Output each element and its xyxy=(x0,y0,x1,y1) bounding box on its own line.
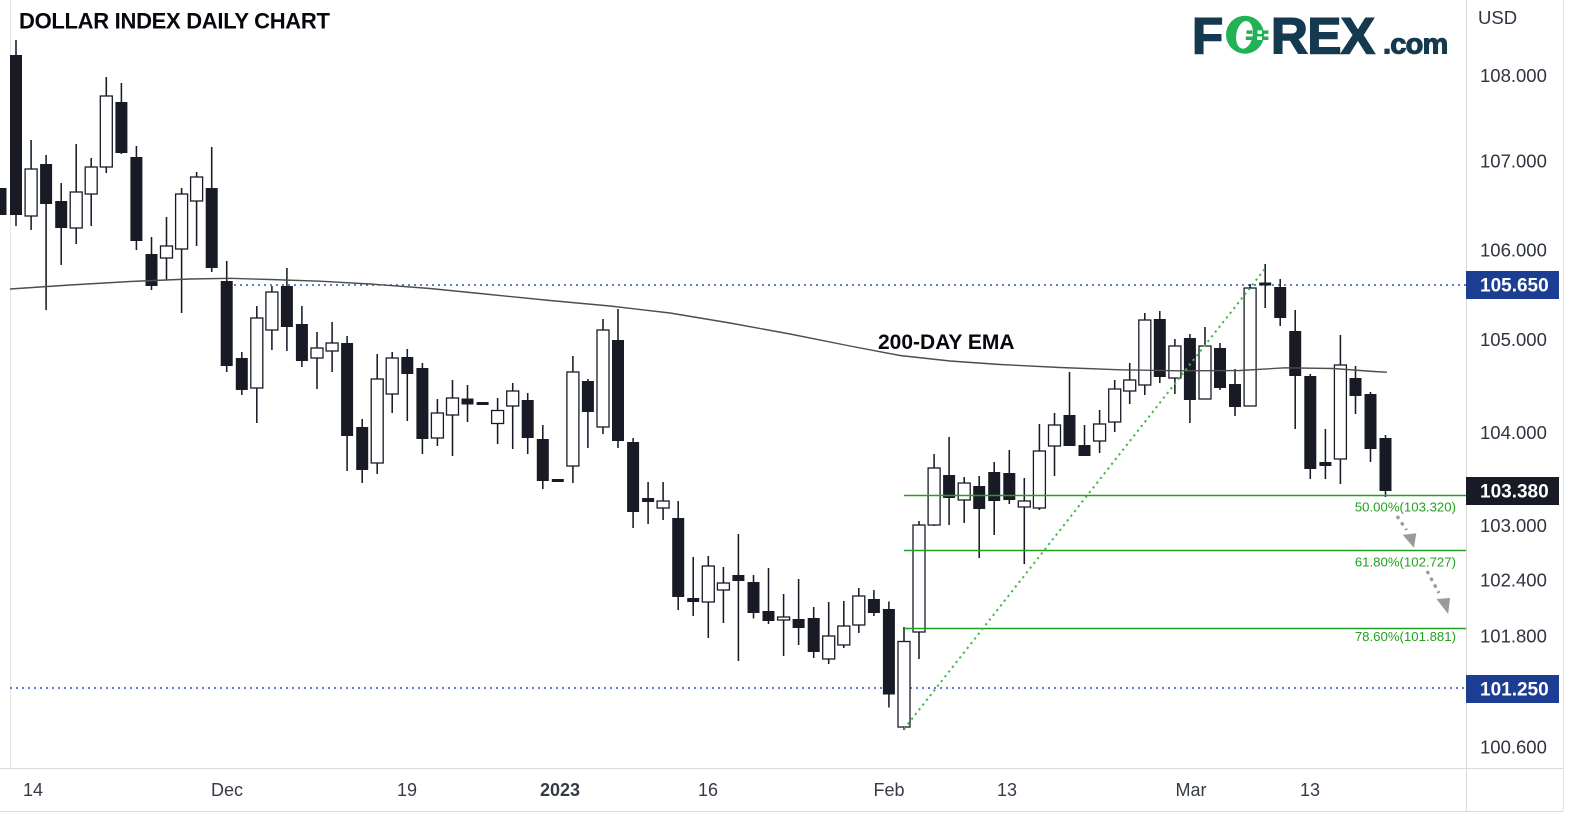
svg-text:61.80%(102.727): 61.80%(102.727) xyxy=(1355,555,1456,570)
svg-text:F: F xyxy=(1192,8,1223,65)
svg-text:Mar: Mar xyxy=(1176,780,1207,800)
svg-text:108.000: 108.000 xyxy=(1480,65,1547,86)
svg-text:2023: 2023 xyxy=(540,780,580,800)
svg-text:19: 19 xyxy=(397,780,417,800)
svg-text:104.000: 104.000 xyxy=(1480,422,1547,443)
svg-text:101.800: 101.800 xyxy=(1480,626,1547,647)
svg-text:50.00%(103.320): 50.00%(103.320) xyxy=(1355,500,1456,515)
svg-text:Dec: Dec xyxy=(211,780,243,800)
svg-text:200-DAY EMA: 200-DAY EMA xyxy=(878,331,1015,354)
svg-text:105.000: 105.000 xyxy=(1480,329,1547,350)
svg-text:102.400: 102.400 xyxy=(1480,570,1547,591)
svg-text:101.250: 101.250 xyxy=(1480,680,1549,701)
svg-text:REX: REX xyxy=(1271,8,1375,65)
svg-text:USD: USD xyxy=(1478,7,1517,28)
svg-text:103.000: 103.000 xyxy=(1480,515,1547,536)
svg-text:.com: .com xyxy=(1383,29,1448,61)
svg-text:Feb: Feb xyxy=(873,780,904,800)
svg-text:107.000: 107.000 xyxy=(1480,151,1547,172)
svg-text:105.650: 105.650 xyxy=(1480,276,1549,297)
svg-text:13: 13 xyxy=(997,780,1017,800)
svg-text:16: 16 xyxy=(698,780,718,800)
svg-text:78.60%(101.881): 78.60%(101.881) xyxy=(1355,629,1456,644)
svg-text:14: 14 xyxy=(23,780,43,800)
svg-text:13: 13 xyxy=(1300,780,1320,800)
svg-text:106.000: 106.000 xyxy=(1480,240,1547,261)
svg-text:103.380: 103.380 xyxy=(1480,482,1549,503)
svg-text:DOLLAR INDEX DAILY CHART: DOLLAR INDEX DAILY CHART xyxy=(19,9,330,34)
svg-text:100.600: 100.600 xyxy=(1480,737,1547,758)
